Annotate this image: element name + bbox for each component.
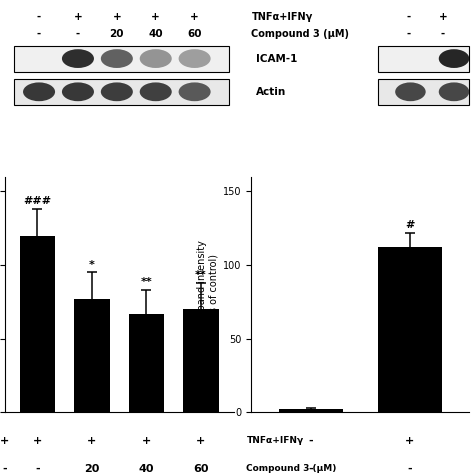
Text: +: +: [405, 436, 414, 446]
Bar: [128, 314, 164, 412]
Y-axis label: ICAM-1 band intensity
(Folds of control): ICAM-1 band intensity (Folds of control): [197, 241, 219, 348]
Text: **: **: [140, 277, 152, 287]
Text: Compound 3 (μM): Compound 3 (μM): [251, 29, 349, 39]
Ellipse shape: [439, 82, 469, 101]
FancyBboxPatch shape: [14, 46, 229, 72]
Text: 20: 20: [84, 464, 100, 474]
Text: *: *: [89, 259, 95, 270]
Text: 60: 60: [193, 464, 209, 474]
Text: Actin: Actin: [256, 87, 286, 97]
Bar: [20, 236, 55, 412]
Text: +: +: [190, 12, 199, 22]
Text: +: +: [0, 436, 9, 446]
Ellipse shape: [439, 49, 469, 68]
FancyBboxPatch shape: [14, 79, 229, 105]
Text: ICAM-1: ICAM-1: [256, 54, 297, 64]
Ellipse shape: [179, 49, 210, 68]
Text: -: -: [406, 29, 410, 39]
FancyBboxPatch shape: [378, 46, 469, 72]
Text: **: **: [195, 270, 207, 280]
Text: +: +: [151, 12, 160, 22]
Text: -: -: [37, 12, 41, 22]
Text: -: -: [309, 464, 313, 474]
Ellipse shape: [62, 49, 94, 68]
Text: #: #: [405, 220, 415, 230]
Text: +: +: [439, 12, 447, 22]
Ellipse shape: [101, 49, 133, 68]
Text: Compound 3 (μM): Compound 3 (μM): [246, 464, 337, 473]
Bar: [74, 299, 109, 412]
Text: 40: 40: [148, 29, 163, 39]
Bar: [183, 309, 219, 412]
Ellipse shape: [140, 49, 172, 68]
Text: +: +: [142, 436, 151, 446]
Text: B: B: [355, 0, 366, 1]
Text: ###: ###: [23, 196, 52, 206]
Text: -: -: [37, 29, 41, 39]
Ellipse shape: [179, 82, 210, 101]
Ellipse shape: [62, 82, 94, 101]
Text: 20: 20: [109, 29, 124, 39]
Text: -: -: [309, 436, 313, 446]
Text: -: -: [406, 12, 410, 22]
Text: -: -: [76, 29, 80, 39]
Ellipse shape: [23, 82, 55, 101]
Ellipse shape: [140, 82, 172, 101]
Text: -: -: [35, 464, 40, 474]
Bar: [279, 410, 343, 412]
Text: +: +: [33, 436, 42, 446]
FancyBboxPatch shape: [378, 79, 469, 105]
Text: -: -: [2, 464, 7, 474]
Ellipse shape: [101, 82, 133, 101]
Text: +: +: [73, 12, 82, 22]
Text: TNFα+IFNγ: TNFα+IFNγ: [251, 12, 313, 22]
Ellipse shape: [395, 82, 426, 101]
Bar: [378, 247, 442, 412]
Text: 60: 60: [187, 29, 202, 39]
Text: +: +: [196, 436, 205, 446]
Text: TNFα+IFNγ: TNFα+IFNγ: [246, 436, 303, 445]
Text: -: -: [408, 464, 412, 474]
Text: -: -: [441, 29, 445, 39]
Text: 40: 40: [138, 464, 154, 474]
Text: +: +: [112, 12, 121, 22]
Text: +: +: [87, 436, 97, 446]
